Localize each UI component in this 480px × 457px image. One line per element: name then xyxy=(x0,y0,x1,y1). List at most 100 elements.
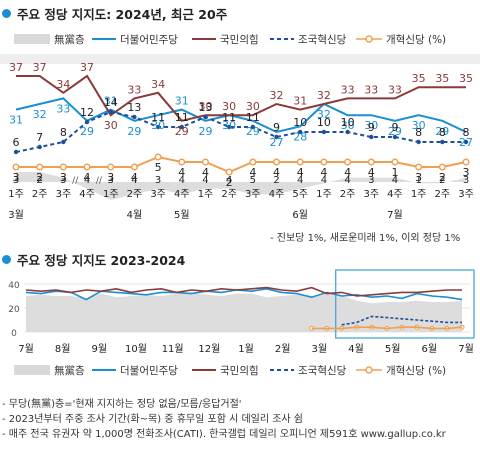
data-label-dem: 29 xyxy=(435,125,449,138)
data-label-reform: 4 xyxy=(249,166,256,179)
point-rebuild xyxy=(345,129,350,135)
data-label-ppp: 33 xyxy=(388,83,402,96)
tick-label: 4 xyxy=(321,175,327,186)
legend-swatch-reform-icon xyxy=(356,366,382,374)
legend-swatch-reform-icon xyxy=(356,35,382,43)
tick-label: 2주 xyxy=(221,189,237,200)
data-label-reform: 1 xyxy=(391,166,398,179)
point-reform xyxy=(415,163,423,171)
point-rebuild xyxy=(61,139,66,145)
point-reform xyxy=(130,163,138,171)
series-line-ppp xyxy=(25,286,462,297)
point-rebuild xyxy=(132,114,137,120)
legend-swatch-ppp-icon xyxy=(192,369,216,371)
data-label-reform: 2 xyxy=(439,171,446,184)
chart1-title: 주요 정당 지지도: 2024년, 최근 20주 xyxy=(0,4,227,23)
legend-swatch-none-icon xyxy=(14,34,50,44)
data-label-dem: 30 xyxy=(412,119,426,132)
point-reform xyxy=(249,158,257,166)
legend-item-rebuild: 조국혁신당 xyxy=(270,362,346,378)
point-rebuild xyxy=(203,114,208,120)
section-bullet-icon xyxy=(2,255,11,264)
data-label-reform: 4 xyxy=(178,166,185,179)
point-reform xyxy=(272,158,281,166)
tick-label: 1주 xyxy=(8,189,24,200)
data-label-ppp: 32 xyxy=(270,89,284,102)
tick-label: 4 xyxy=(131,175,137,186)
data-label-reform: 4 xyxy=(297,166,304,179)
point-rebuild xyxy=(440,139,445,145)
month-label: 5월 xyxy=(174,209,190,221)
data-label-ppp: 30 xyxy=(104,119,118,132)
data-label-rebuild: 12 xyxy=(80,106,94,119)
data-label-ppp: 30 xyxy=(222,100,236,113)
data-label-ppp: 37 xyxy=(33,61,47,74)
y-tick-label: 20 xyxy=(8,305,20,315)
data-label-reform: 4 xyxy=(202,166,209,179)
data-label-reform: 3 xyxy=(13,171,20,184)
plot-background xyxy=(0,54,480,64)
data-label-rebuild: 11 xyxy=(175,111,189,124)
tick-label: 3 xyxy=(463,175,469,186)
point-rebuild xyxy=(416,139,421,145)
data-label-ppp: 33 xyxy=(364,83,378,96)
x-tick-label: 7월 xyxy=(458,343,474,355)
x-tick-label: 3월 xyxy=(312,343,328,355)
point-rebuild xyxy=(226,124,232,130)
tick-label: 2 xyxy=(439,175,445,186)
data-label-dem: 29 xyxy=(127,125,141,138)
tick-label: 2주 xyxy=(435,189,451,200)
point-reform xyxy=(344,158,352,166)
data-label-dem: 30 xyxy=(341,119,355,132)
tick-label: 4주 xyxy=(269,189,285,200)
x-tick-label: 6월 xyxy=(422,343,438,355)
tick-label: 3 xyxy=(108,175,114,186)
data-label-dem: 31 xyxy=(9,114,23,127)
point-reform xyxy=(83,163,91,171)
data-label-rebuild: 7 xyxy=(36,131,43,144)
y-tick-label: 0 xyxy=(11,329,17,339)
section-bullet-icon xyxy=(2,9,11,18)
data-label-rebuild: 8 xyxy=(439,126,446,139)
data-label-rebuild: 9 xyxy=(368,121,375,134)
chart1-note: - 진보당 1%, 새로운미래 1%, 이외 정당 1% xyxy=(270,233,461,244)
tick-label: 4주 xyxy=(174,189,190,200)
x-tick-label: 9월 xyxy=(92,343,108,355)
legend-item-ppp: 국민의힘 xyxy=(192,31,259,47)
legend-item-dem: 더불어민주당 xyxy=(92,362,178,378)
legend-swatch-dem-icon xyxy=(92,369,116,371)
area-none xyxy=(26,292,462,332)
tick-label: 4 xyxy=(226,175,232,186)
legend-swatch-rebuild-icon xyxy=(270,369,294,371)
x-tick-label: 12월 xyxy=(198,343,220,355)
legend-swatch-dem-icon xyxy=(92,38,116,40)
data-label-dem: 30 xyxy=(364,119,378,132)
data-label-reform: 4 xyxy=(273,166,280,179)
data-label-rebuild: 9 xyxy=(273,121,280,134)
legend-item-rebuild: 조국혁신당 xyxy=(270,31,346,47)
x-tick-label: 4월 xyxy=(348,343,364,355)
point-rebuild xyxy=(250,124,256,130)
data-label-ppp: 37 xyxy=(9,61,23,74)
tick-label: 4 xyxy=(392,175,398,186)
legend-item-none: 無黨층 xyxy=(14,31,85,47)
data-label-reform: 2 xyxy=(226,176,233,189)
x-tick-label: 7월 xyxy=(18,343,34,355)
data-label-dem: 29 xyxy=(388,125,402,138)
point-rebuild xyxy=(179,124,184,130)
data-label-rebuild: 10 xyxy=(317,116,331,129)
point-rebuild xyxy=(155,124,161,130)
data-label-dem: 30 xyxy=(151,119,165,132)
data-label-reform: 2 xyxy=(36,171,43,184)
data-label-ppp: 34 xyxy=(56,78,70,91)
data-label-ppp: 30 xyxy=(246,100,260,113)
data-label-dem: 32 xyxy=(33,108,47,121)
tick-label: 3주 xyxy=(458,189,474,200)
data-label-ppp: 31 xyxy=(293,95,307,108)
axis-break-mark: // xyxy=(96,176,103,186)
tick-label: 1주 xyxy=(411,189,427,200)
point-reform xyxy=(296,158,304,166)
tick-label: 3 xyxy=(368,175,374,186)
data-label-reform: 3 xyxy=(60,171,67,184)
data-label-ppp: 33 xyxy=(341,83,355,96)
